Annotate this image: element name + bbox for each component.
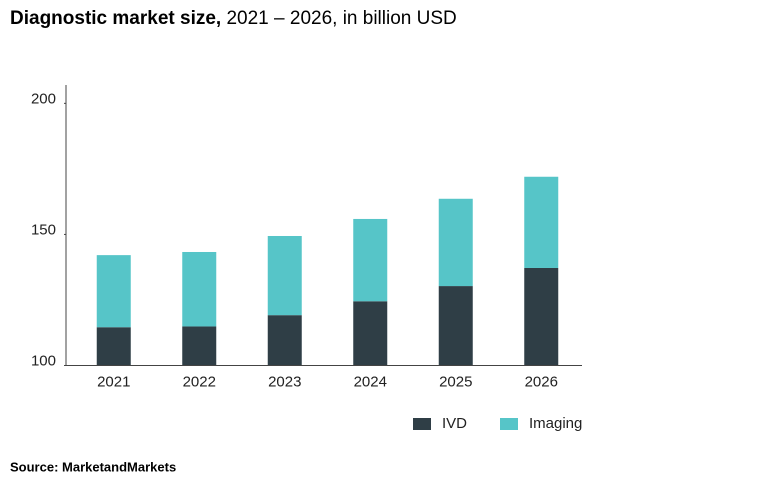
bar-segment xyxy=(96,327,131,366)
chart-title-bold: Diagnostic market size, xyxy=(10,8,221,29)
x-tick-label: 2023 xyxy=(268,373,301,390)
x-tick-label: 2022 xyxy=(183,373,216,390)
bar-segment xyxy=(438,286,473,366)
chart-subtitle: 2021 – 2026, in billion USD xyxy=(226,8,456,29)
bar-segment xyxy=(267,315,302,366)
legend-swatch xyxy=(413,418,431,430)
x-tick-label: 2026 xyxy=(525,373,558,390)
bar-segment xyxy=(524,176,559,268)
bar-segment xyxy=(182,326,217,366)
legend-swatch xyxy=(500,418,518,430)
y-tick-label: 100 xyxy=(31,352,56,369)
bar-segment xyxy=(96,255,131,328)
legend-label: Imaging xyxy=(529,415,582,432)
chart-title: Diagnostic market size, 2021 – 2026, in … xyxy=(10,8,457,29)
bar-segment xyxy=(353,301,388,366)
y-tick-label: 200 xyxy=(31,90,56,107)
source: Source: MarketandMarkets xyxy=(10,459,176,474)
legend-label: IVD xyxy=(442,415,467,432)
x-tick-label: 2021 xyxy=(97,373,130,390)
x-tick-label: 2025 xyxy=(439,373,472,390)
x-tick-label: 2024 xyxy=(354,373,387,390)
bar-segment xyxy=(524,267,559,366)
bar-segment xyxy=(182,251,217,327)
y-tick-label: 150 xyxy=(31,221,56,238)
bar-segment xyxy=(267,235,302,316)
bar-segment xyxy=(353,218,388,302)
bar-segment xyxy=(438,198,473,287)
